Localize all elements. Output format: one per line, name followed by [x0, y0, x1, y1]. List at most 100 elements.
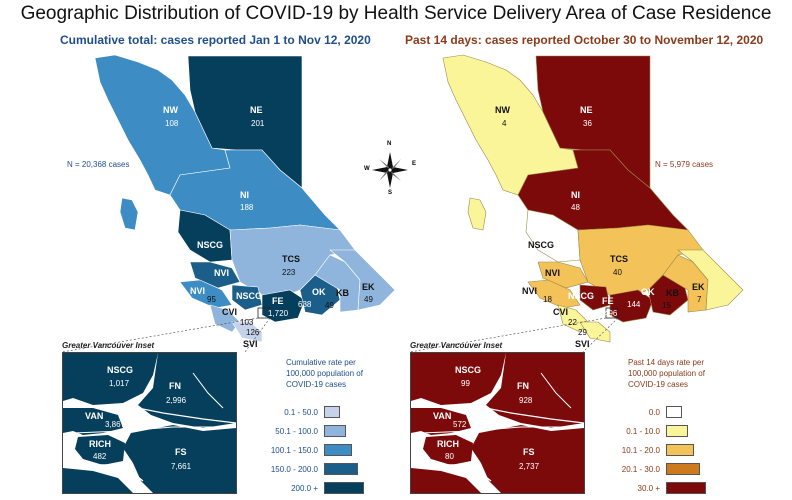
right-inset-value-nscg: 99 [461, 379, 470, 388]
right-legend-label: 30.0 + [637, 483, 660, 493]
right-value-cvi: 22 [568, 318, 577, 327]
left-label-nvi-2: NVI [190, 286, 205, 296]
left-inset-title: Greater Vancouver Inset [62, 341, 155, 350]
right-label-nvi-2: NVI [522, 286, 537, 296]
right-legend-label: 0.0 [648, 407, 660, 417]
right-value-svi: 29 [578, 328, 587, 337]
right-inset-title: Greater Vancouver Inset [410, 341, 503, 350]
left-legend-swatch [324, 444, 352, 456]
right-label-nvi: NVI [545, 268, 560, 278]
left-label-nscg-2: NSCG [236, 291, 262, 301]
left-region-nvi[interactable] [189, 261, 241, 289]
left-value-ni: 188 [240, 203, 254, 212]
right-value-fe: 496 [604, 309, 618, 318]
left-region-ek[interactable] [329, 249, 396, 311]
right-region-nscg[interactable] [525, 209, 581, 263]
right-inset-value-van: 572 [453, 420, 467, 429]
compass-s: S [388, 190, 393, 196]
left-legend-label: 50.1 - 100.0 [275, 426, 318, 436]
right-legend-item: 10.1 - 20.0 [598, 444, 694, 456]
right-value-tcs: 40 [613, 268, 622, 277]
left-legend-item: 200.0 + [256, 482, 364, 494]
left-label-svi: SVI [243, 339, 258, 349]
left-legend-label: 100.1 - 150.0 [270, 445, 318, 455]
compass-rose-icon [372, 152, 408, 188]
right-map: NW 4 NE 36 NI 48 NSCG TCS 40 NVI NVI 18 … [409, 54, 744, 353]
left-region-nvi2[interactable] [179, 279, 233, 309]
left-inset-value-fn: 2,996 [166, 396, 187, 405]
right-map-subtitle: Past 14 days: cases reported October 30 … [405, 33, 764, 47]
left-region-fe[interactable] [261, 289, 306, 323]
right-legend-item: 20.1 - 30.0 [598, 463, 700, 475]
right-value-ek: 7 [697, 295, 702, 304]
left-region-nscg[interactable] [177, 209, 233, 263]
left-inset-label-van: VAN [85, 411, 103, 421]
right-legend-swatch [666, 406, 682, 418]
right-region-nvi2[interactable] [527, 279, 581, 309]
left-legend-item: 0.1 - 50.0 [256, 406, 340, 418]
right-label-cvi: CVI [553, 307, 568, 317]
right-legend-item: 30.0 + [598, 482, 706, 494]
left-legend-item: 100.1 - 150.0 [256, 444, 352, 456]
left-legend-item: 150.0 - 200.0 [256, 463, 358, 475]
right-label-tcs: TCS [610, 254, 628, 264]
left-label-nvi: NVI [214, 268, 229, 278]
page-title: Geographic Distribution of COVID-19 by H… [20, 3, 772, 24]
left-n-cases: N = 20,368 cases [67, 160, 130, 169]
right-region-svi[interactable] [579, 321, 611, 343]
left-value-nw: 108 [165, 119, 179, 128]
left-legend-item: 50.1 - 100.0 [256, 425, 346, 437]
right-inset-marker [605, 307, 619, 319]
right-label-fe: FE [602, 296, 614, 306]
left-label-tcs: TCS [282, 254, 300, 264]
right-value-ni: 48 [571, 203, 580, 212]
right-n-cases: N = 5,979 cases [655, 160, 714, 169]
left-label-cvi: CVI [222, 307, 237, 317]
right-label-nw: NW [495, 105, 510, 115]
right-legend-label: 0.1 - 10.0 [626, 426, 660, 436]
right-legend-title: Past 14 days rate per 100,000 population… [628, 358, 705, 389]
right-legend-swatch [666, 425, 688, 437]
right-legend-label: 20.1 - 30.0 [621, 464, 660, 474]
right-inset-label-fs: FS [523, 447, 535, 457]
left-inset-connector [244, 317, 271, 353]
right-inset-label-van: VAN [433, 411, 451, 421]
right-region-ek[interactable] [677, 249, 744, 311]
right-legend-item: 0.1 - 10.0 [598, 425, 688, 437]
right-legend-swatch [666, 463, 700, 475]
right-legend-item: 0.0 [598, 406, 682, 418]
right-inset-label-fn: FN [517, 381, 529, 391]
right-region-nscg2[interactable] [579, 284, 611, 311]
left-value-ek: 49 [364, 295, 373, 304]
left-inset-value-rich: 482 [93, 452, 107, 461]
left-region-svi[interactable] [231, 321, 263, 343]
left-value-cvi: 103 [240, 318, 254, 327]
left-value-ok: 638 [298, 300, 312, 309]
left-inset-label-rich: RICH [89, 439, 111, 449]
right-value-nvi-2: 18 [543, 295, 552, 304]
right-region-fe[interactable] [609, 289, 654, 323]
right-region-nvi[interactable] [537, 261, 589, 289]
left-island-haida [119, 197, 139, 231]
left-inset-label-nscg: NSCG [107, 365, 133, 375]
left-legend-swatch [324, 463, 358, 475]
right-label-svi: SVI [575, 339, 590, 349]
left-inset-value-nscg: 1,017 [109, 379, 130, 388]
right-label-ok: OK [641, 287, 655, 297]
left-label-ok: OK [312, 287, 326, 297]
left-inset-connector-2 [61, 317, 259, 353]
left-legend-label: 150.0 - 200.0 [270, 464, 318, 474]
left-region-nscg2[interactable] [231, 284, 263, 311]
left-value-kb: 49 [325, 301, 334, 310]
right-label-kb: KB [666, 288, 679, 298]
compass-e: E [412, 161, 417, 167]
right-legend-swatch [666, 444, 694, 456]
left-label-fe: FE [272, 296, 284, 306]
right-label-ne: NE [580, 105, 593, 115]
left-legend-swatch [324, 482, 364, 494]
left-label-nscg: NSCG [197, 240, 223, 250]
left-map-subtitle: Cumulative total: cases reported Jan 1 t… [60, 33, 371, 47]
left-label-nw: NW [163, 105, 178, 115]
right-label-nscg: NSCG [528, 240, 554, 250]
